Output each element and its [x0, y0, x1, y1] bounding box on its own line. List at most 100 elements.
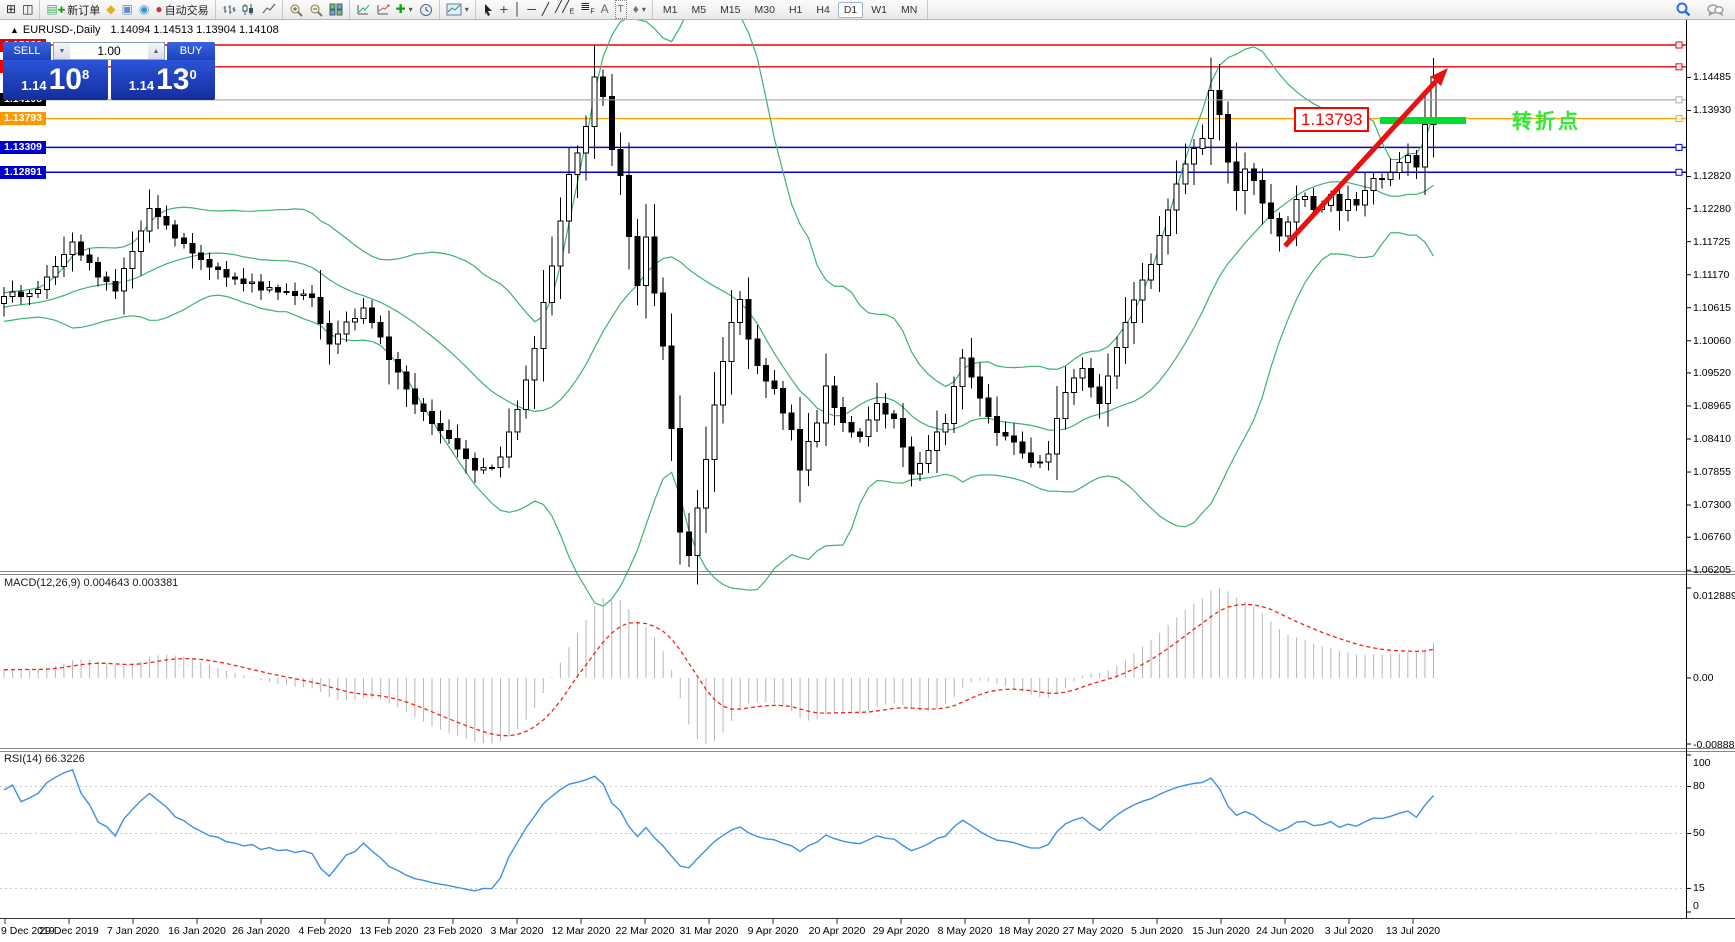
indicators-button[interactable]	[353, 1, 373, 18]
timeframe-m30[interactable]: M30	[754, 3, 775, 16]
zoom-out-button[interactable]	[306, 1, 326, 18]
arrows-dropdown[interactable]: ♦ ▾	[630, 1, 649, 18]
search-button[interactable]	[1673, 1, 1694, 18]
volume-stepper: ▼ 1.00 ▲	[53, 42, 165, 60]
indicator-list-button[interactable]	[373, 1, 393, 18]
volume-decrease-button[interactable]: ▼	[54, 43, 70, 59]
line-chart-icon	[262, 3, 275, 14]
timeframe-w1[interactable]: W1	[871, 3, 887, 16]
label-tool-button[interactable]: T	[612, 0, 630, 19]
styler-icon: ◆	[106, 2, 116, 16]
search-icon	[1676, 2, 1691, 17]
buy-button[interactable]: BUY	[167, 42, 215, 60]
rsi-pane-label: RSI(14) 66.3226	[4, 753, 85, 765]
chevron-down-icon: ▾	[464, 5, 469, 14]
timeframe-toolbar: M1 M5 M15 M30 H1 H4 D1 W1 MN	[653, 0, 929, 19]
tile-windows-button[interactable]	[326, 1, 346, 18]
text-icon: A	[600, 2, 609, 16]
sell-price-pips: 10	[48, 63, 82, 96]
metaeditor-icon: ▣	[121, 2, 133, 16]
buy-price-base: 1.14	[128, 77, 155, 93]
indicator-list-icon	[377, 4, 390, 15]
sell-button[interactable]: SELL	[3, 42, 51, 60]
chart-symbol-period: EURUSD-,Daily	[22, 24, 101, 36]
bar-chart-button[interactable]	[219, 1, 239, 18]
fibonacci-tool-button[interactable]: ≣F	[577, 0, 597, 18]
candlestick-button[interactable]	[239, 1, 259, 18]
zoom-out-icon	[310, 4, 323, 17]
chevron-down-icon: ▾	[641, 5, 646, 14]
buy-price-pips: 13	[156, 63, 190, 96]
styler-button[interactable]: ◆	[103, 1, 118, 18]
new-order-button[interactable]: ▤✚ 新订单	[43, 1, 103, 18]
timeframe-h1[interactable]: H1	[788, 3, 803, 16]
rsi-value: 66.3226	[44, 753, 85, 765]
template-icon	[446, 3, 462, 16]
auto-trading-button[interactable]: ● 自动交易	[152, 1, 211, 18]
add-indicator-icon: ✚	[395, 2, 406, 16]
timeframe-mn[interactable]: MN	[901, 3, 918, 16]
buy-price[interactable]: 1.14 13 0	[110, 60, 215, 100]
new-order-label: 新订单	[67, 4, 101, 17]
turning-point-note[interactable]: 转折点	[1512, 111, 1581, 133]
trendline-tool-button[interactable]: ╱	[539, 1, 552, 18]
metaeditor-button[interactable]: ▣	[119, 1, 136, 18]
buy-price-point: 0	[189, 66, 197, 82]
chevron-down-icon: ▾	[408, 5, 413, 14]
one-click-panel-toggle[interactable]: ▲	[10, 25, 19, 35]
timeframe-h4[interactable]: H4	[816, 3, 830, 16]
timeframe-m15[interactable]: M15	[720, 3, 741, 16]
sell-price-point: 8	[81, 66, 90, 82]
signals-button[interactable]: ◉	[136, 1, 152, 18]
cursor-tool-button[interactable]	[479, 1, 497, 18]
turning-point-price-label[interactable]: 1.13793	[1294, 107, 1370, 132]
macd-pane-label: MACD(12,26,9) 0.004643 0.003381	[4, 577, 178, 589]
fibonacci-icon: ≣F	[580, 0, 595, 16]
templates-dropdown[interactable]: ▾	[443, 1, 472, 18]
one-click-trade-panel: SELL ▼ 1.00 ▲ BUY 1.14 10 8 1.14 13 0	[3, 42, 215, 100]
arrows-icon: ♦	[632, 2, 639, 16]
sell-price[interactable]: 1.14 10 8	[3, 60, 108, 100]
signals-icon: ◉	[138, 2, 150, 16]
candlestick-icon	[242, 4, 253, 15]
chat-button[interactable]	[1704, 1, 1727, 18]
timeframe-m1[interactable]: M1	[662, 3, 678, 16]
timeframe-m5[interactable]: M5	[691, 3, 707, 16]
timeframe-d1[interactable]: D1	[837, 1, 864, 18]
chat-icon	[1707, 3, 1724, 16]
crosshair-icon: +	[499, 1, 508, 17]
zoom-in-button[interactable]	[286, 1, 306, 18]
rsi-name: RSI(14)	[4, 753, 42, 765]
auto-trading-label: 自动交易	[164, 4, 209, 17]
crosshair-tool-button[interactable]: +	[497, 1, 511, 18]
cursor-icon	[484, 4, 492, 16]
bar-chart-icon	[223, 5, 236, 14]
window-icon: ⊞	[6, 2, 17, 16]
sell-price-base: 1.14	[21, 77, 47, 93]
periods-button[interactable]	[416, 1, 436, 18]
new-chart-button[interactable]: ⊞	[3, 1, 19, 18]
profiles-button[interactable]: ◫	[19, 1, 36, 18]
channel-tool-button[interactable]: ╱╱E	[552, 0, 577, 18]
volume-increase-button[interactable]: ▲	[148, 43, 164, 59]
chart-ohlc-values: 1.14094 1.14513 1.13904 1.14108	[110, 24, 279, 36]
text-label-icon: T	[614, 0, 627, 19]
hline-tool-button[interactable]: ─	[524, 1, 539, 18]
vline-tool-button[interactable]: │	[511, 1, 525, 18]
profiles-icon: ◫	[22, 2, 34, 16]
macd-values: 0.004643 0.003381	[83, 577, 179, 589]
auto-trading-icon: ●	[155, 2, 163, 16]
text-tool-button[interactable]: A	[598, 1, 612, 18]
horizontal-line-icon: ─	[527, 2, 536, 16]
tile-windows-icon	[329, 3, 343, 16]
new-order-icon: ▤✚	[46, 1, 66, 16]
main-toolbar: ⊞ ◫ ▤✚ 新订单 ◆ ▣ ◉ ● 自动交易	[0, 0, 1735, 20]
channel-icon: ╱╱E	[555, 0, 575, 16]
vertical-line-icon: │	[513, 2, 522, 16]
line-chart-button[interactable]	[259, 1, 279, 18]
add-indicator-dropdown[interactable]: ✚ ▾	[393, 1, 416, 18]
trendline-icon: ╱	[541, 2, 550, 16]
volume-value[interactable]: 1.00	[97, 44, 121, 58]
